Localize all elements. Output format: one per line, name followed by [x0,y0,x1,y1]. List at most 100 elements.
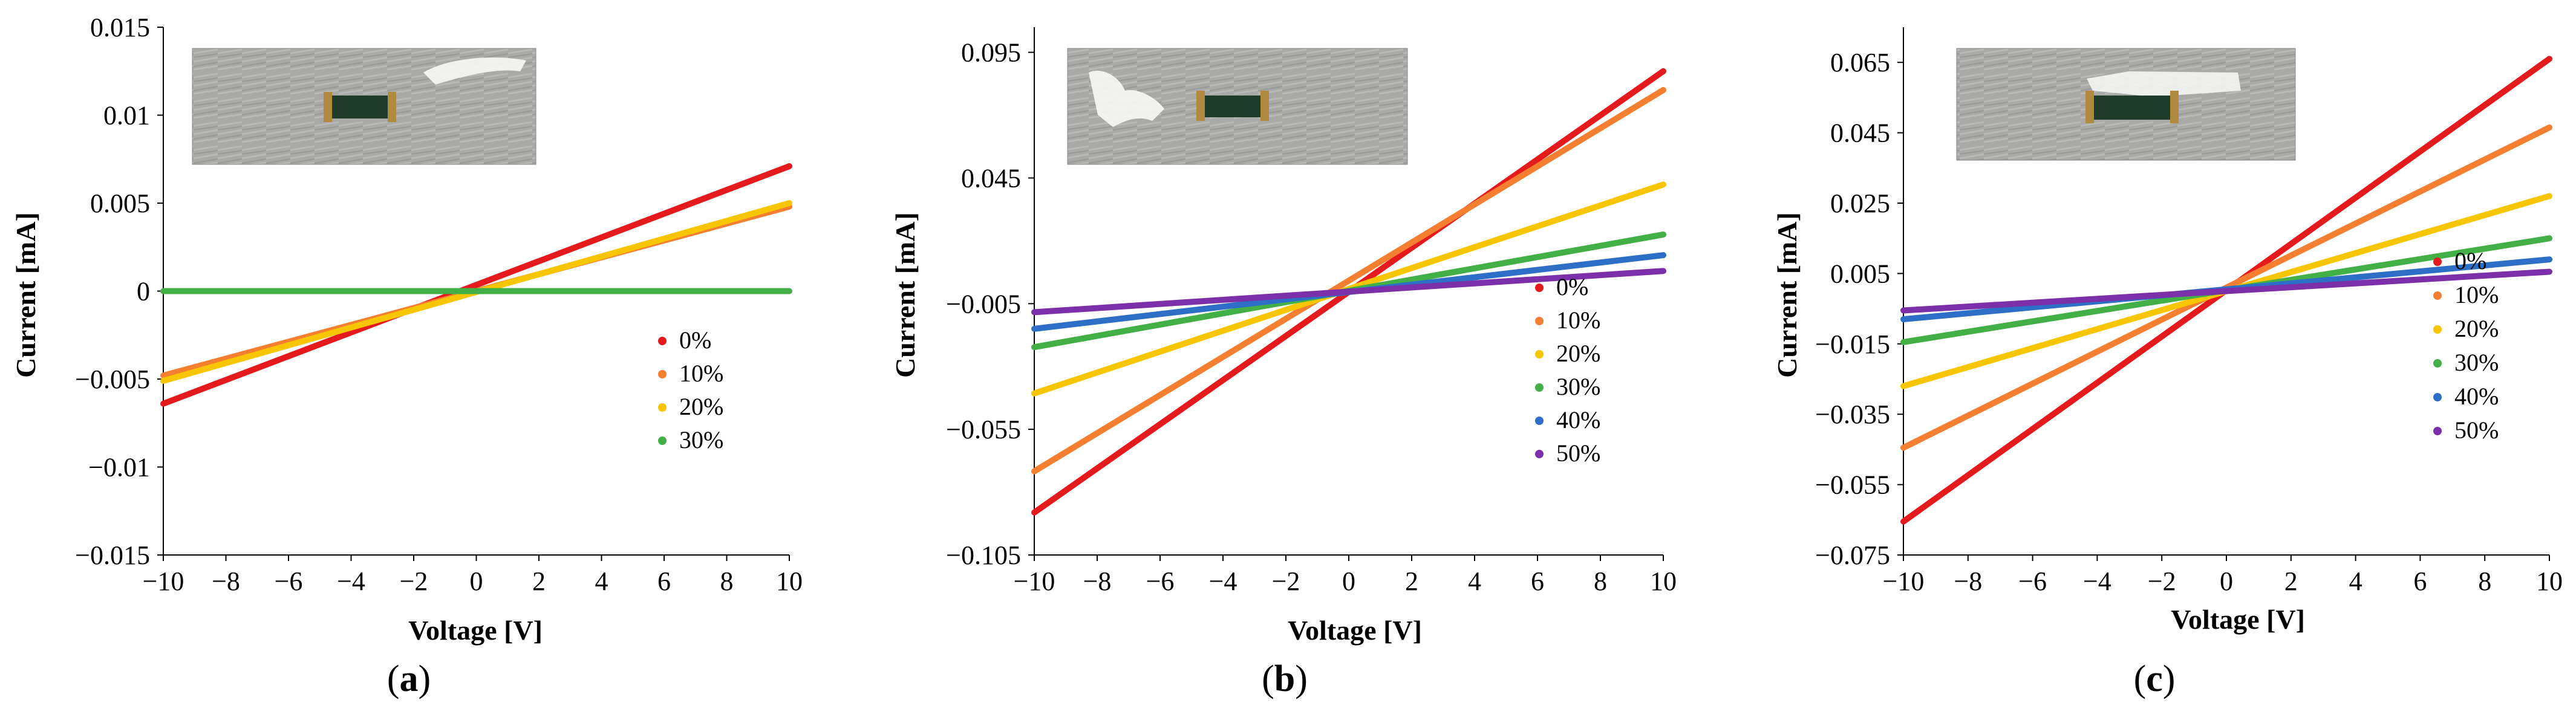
panel-c-legend-label: 50% [2454,417,2499,444]
panel-a-series-0pct [160,163,792,407]
panel-b-legend-marker [1535,450,1544,458]
panel-b-letter: b [1274,658,1295,699]
panel-a-legend-marker [658,403,667,412]
panel-c-x-tick-label: 10 [2536,566,2563,596]
panel-a-xlabel: Voltage [V] [408,615,543,646]
panel-b-y-tick-label: −0.055 [946,415,1021,444]
panel-b-legend-label: 30% [1556,373,1600,400]
panel-a-legend-marker [658,337,667,345]
panel-a-x-tick-label: 0 [470,566,483,596]
panel-a-y-tick-label: 0.015 [90,13,150,42]
panel-a-x-tick-label: 8 [720,566,734,596]
panel-c-legend-label: 0% [2454,247,2486,274]
panel-a-y-tick-label: 0.01 [103,101,150,131]
panel-c: −10 −8 −6 −4 −2 0 2 4 6 8 10 −0.075 −0.055 −0.035 −0.0… [1772,27,2563,699]
panel-a-x-tick-label: −8 [212,566,240,596]
panel-c-x-tick-label: 2 [2284,566,2298,596]
panel-c-y-tick-label: 0.065 [1830,48,1890,77]
panel-a-x-tick-label: 4 [595,566,608,596]
panel-a-x-tick-label: 2 [532,566,546,596]
panel-b-x-tick-label: 2 [1405,566,1418,596]
panel-b-grid-and-ticks: −10 −8 −6 −4 −2 0 2 4 6 8 10 −0.105 −0.055 −0.005 0.04… [946,27,1677,596]
panel-c-x-tick-label: −10 [1883,566,1925,596]
panel-c-inset-photo [1956,48,2296,161]
panel-b-legend-label: 0% [1556,273,1588,300]
panel-c-y-tick-label: −0.075 [1815,540,1890,570]
panel-b-label: (b) [1262,658,1308,699]
panel-c-legend-marker [2433,325,2442,334]
panel-c-x-tick-label: 8 [2478,566,2491,596]
panel-c-grid-and-ticks: −10 −8 −6 −4 −2 0 2 4 6 8 10 −0.075 −0.055 −0.035 −0.0… [1815,27,2563,596]
panel-c-y-tick-label: 0.045 [1830,118,1890,148]
panel-a-y-tick-label: −0.01 [88,453,150,482]
panel-c-x-tick-label: 4 [2349,566,2362,596]
panel-b-legend-label: 40% [1556,406,1600,433]
panel-c-legend-label: 40% [2454,383,2499,410]
panel-b-x-tick-label: −2 [1272,566,1300,596]
panel-b-x-tick-label: −6 [1146,566,1175,596]
panel-c-y-tick-label: −0.015 [1815,329,1890,359]
panel-b-legend-marker [1535,383,1544,392]
panel-b-x-tick-label: 0 [1342,566,1355,596]
panel-a-letter: a [400,658,419,699]
panel-b-ylabel: Current [mA] [890,212,921,378]
panel-b-legend-marker [1535,317,1544,325]
panel-c-legend-marker [2433,258,2442,266]
panel-b-legend-label: 10% [1556,307,1600,334]
panel-b-legend-marker [1535,284,1544,292]
panel-b-xlabel: Voltage [V] [1288,615,1422,646]
panel-a-x-tick-label: 6 [657,566,671,596]
panel-b-y-tick-label: 0.095 [961,38,1021,68]
panel-a-legend-label: 20% [679,393,723,420]
panel-c-legend-marker [2433,427,2442,435]
panel-c-x-tick-label: −2 [2148,566,2176,596]
panel-a-x-tick-label: 10 [776,566,803,596]
panel-b-y-tick-label: 0.045 [961,163,1021,193]
panel-c-legend-label: 20% [2454,315,2499,342]
panel-b-legend-marker [1535,417,1544,425]
panel-b-x-tick-label: 4 [1468,566,1481,596]
panel-b-x-tick-label: 6 [1531,566,1544,596]
panel-c-letter: c [2146,658,2163,699]
panel-c-x-tick-label: 6 [2413,566,2427,596]
panel-a-x-tick-label: −4 [337,566,365,596]
panel-c-y-tick-label: 0.005 [1830,259,1890,288]
panel-b-x-tick-label: −8 [1083,566,1112,596]
panel-b-x-tick-label: 8 [1594,566,1607,596]
panel-a-legend-marker [658,370,667,378]
panel-c-x-tick-label: −4 [2083,566,2111,596]
panel-a-label: (a) [387,658,431,699]
panel-c-y-tick-label: −0.035 [1815,400,1890,429]
panel-b-series-10pct [1031,86,1666,475]
panel-a-ylabel: Current [mA] [10,212,41,378]
panel-c-x-tick-label: −8 [1954,566,1982,596]
panel-c-legend-marker [2433,359,2442,368]
panel-c-legend-marker [2433,393,2442,401]
panel-b-y-tick-label: −0.005 [946,289,1021,319]
panel-b-series-50pct [1031,268,1666,316]
panel-a-y-tick-label: −0.015 [75,540,150,570]
panel-a-y-tick-label: 0.005 [90,189,150,218]
panel-b-legend-label: 20% [1556,340,1600,367]
panel-b-x-tick-label: 10 [1650,566,1677,596]
panel-a-legend-marker [658,436,667,445]
panel-b: −10 −8 −6 −4 −2 0 2 4 6 8 10 −0.105 −0.055 −0.005 0.04… [890,27,1677,699]
panel-a-x-tick-label: −10 [143,566,184,596]
panel-b-legend-marker [1535,350,1544,359]
panel-c-y-tick-label: 0.025 [1830,189,1890,218]
panel-c-legend: 0% 10% 20% 30% 40% 50% [2433,247,2499,444]
panel-a-inset-photo [192,48,536,165]
panel-c-legend-label: 10% [2454,281,2499,308]
panel-b-legend: 0% 10% 20% 30% 40% 50% [1535,273,1600,467]
panel-b-x-tick-label: −10 [1014,566,1055,596]
panel-a-legend-label: 30% [679,426,723,453]
panel-c-label: (c) [2134,658,2176,699]
panel-a-x-tick-label: −6 [275,566,303,596]
panel-a-x-tick-label: −2 [400,566,428,596]
panel-c-legend-label: 30% [2454,349,2499,376]
panel-c-y-tick-label: −0.055 [1815,470,1890,500]
panel-c-xlabel: Voltage [V] [2171,604,2305,635]
panel-b-x-tick-label: −4 [1209,566,1237,596]
panel-b-legend-label: 50% [1556,440,1600,467]
